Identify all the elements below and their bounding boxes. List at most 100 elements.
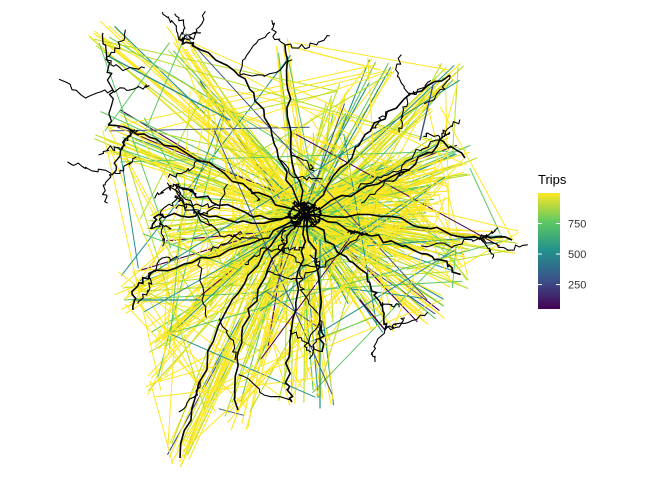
desire-line xyxy=(160,229,310,324)
desire-line xyxy=(224,198,364,268)
desire-line xyxy=(427,105,468,276)
route-segment xyxy=(111,129,136,176)
legend-title: Trips xyxy=(538,172,567,187)
desire-line xyxy=(185,204,369,230)
route-segment xyxy=(167,159,201,178)
route-segment xyxy=(289,149,315,172)
desire-line xyxy=(139,95,203,220)
route-segment xyxy=(284,34,330,50)
route-segment xyxy=(249,188,261,202)
route-network-layer xyxy=(58,10,528,459)
desire-line xyxy=(292,145,452,396)
route-segment xyxy=(179,38,306,216)
desire-line xyxy=(160,202,184,382)
route-segment xyxy=(395,54,411,96)
route-segment xyxy=(304,213,513,241)
route-segment xyxy=(174,183,197,196)
desire-line xyxy=(119,146,139,269)
route-segment xyxy=(279,246,305,253)
desire-line xyxy=(138,286,261,352)
desire-line xyxy=(293,42,450,71)
desire-line xyxy=(204,228,277,408)
route-segment xyxy=(302,202,309,228)
desire-line xyxy=(439,106,514,241)
route-segment xyxy=(149,222,172,230)
desire-line xyxy=(312,223,399,234)
route-segment xyxy=(149,212,306,230)
route-segment xyxy=(369,111,387,131)
desire-line xyxy=(182,287,258,462)
desire-line xyxy=(290,83,341,217)
route-segment xyxy=(271,19,286,46)
desire-line xyxy=(349,120,433,143)
desire-line xyxy=(216,108,272,251)
route-segment xyxy=(219,318,237,361)
route-segment xyxy=(279,159,323,181)
desire-line xyxy=(451,245,457,288)
desire-line xyxy=(260,62,389,297)
desire-line xyxy=(207,84,344,117)
desire-line xyxy=(151,188,429,343)
route-segment xyxy=(58,78,113,99)
route-segment xyxy=(379,301,400,308)
route-segment xyxy=(158,214,166,247)
route-segment xyxy=(105,59,145,72)
route-segment xyxy=(293,213,302,219)
route-segment xyxy=(239,31,271,75)
route-segment xyxy=(304,74,451,216)
desire-line xyxy=(187,41,236,127)
desire-line xyxy=(127,143,447,295)
desire-line xyxy=(142,233,241,271)
desire-line xyxy=(314,212,334,400)
desire-line xyxy=(102,43,466,151)
route-segment xyxy=(161,11,181,41)
desire-line xyxy=(348,288,423,299)
desire-line xyxy=(357,154,389,290)
desire-line xyxy=(125,285,214,408)
desire-line xyxy=(135,187,189,302)
desire-line xyxy=(405,166,461,251)
desire-line xyxy=(238,129,305,230)
route-segment xyxy=(244,247,281,266)
desire-line xyxy=(118,271,284,400)
desire-line xyxy=(126,234,173,298)
desire-line xyxy=(230,112,433,176)
desire-line xyxy=(95,45,308,210)
route-segment xyxy=(384,311,429,331)
route-segment xyxy=(360,169,411,204)
desire-line xyxy=(144,144,438,312)
desire-line xyxy=(147,141,519,232)
desire-line xyxy=(286,37,312,223)
desire-line xyxy=(94,30,297,210)
desire-line xyxy=(232,90,338,115)
desire-line xyxy=(199,99,448,187)
route-segment xyxy=(398,94,411,133)
desire-line xyxy=(438,64,456,84)
route-segment xyxy=(111,156,137,176)
route-segment xyxy=(281,247,319,271)
route-segment xyxy=(149,255,178,276)
desire-line xyxy=(179,205,512,239)
desire-line xyxy=(209,128,296,307)
route-segment xyxy=(174,184,218,231)
route-segment xyxy=(392,139,441,183)
desire-line xyxy=(339,137,392,312)
legend-colorbar xyxy=(538,193,560,309)
desire-line xyxy=(419,84,434,141)
desire-line xyxy=(308,190,367,325)
desire-line xyxy=(109,71,369,128)
route-segment xyxy=(101,32,115,126)
desire-line xyxy=(406,249,511,270)
desire-line xyxy=(128,214,281,294)
legend-tick-label: 750 xyxy=(568,219,586,231)
desire-line xyxy=(231,120,235,281)
desire-line xyxy=(124,303,210,394)
route-segment xyxy=(439,119,461,141)
desire-line xyxy=(146,32,187,129)
desire-line xyxy=(247,193,436,361)
route-segment xyxy=(154,183,176,199)
desire-line xyxy=(140,271,451,292)
route-segment xyxy=(159,195,180,216)
desire-line xyxy=(312,181,446,328)
desire-line xyxy=(232,155,250,274)
